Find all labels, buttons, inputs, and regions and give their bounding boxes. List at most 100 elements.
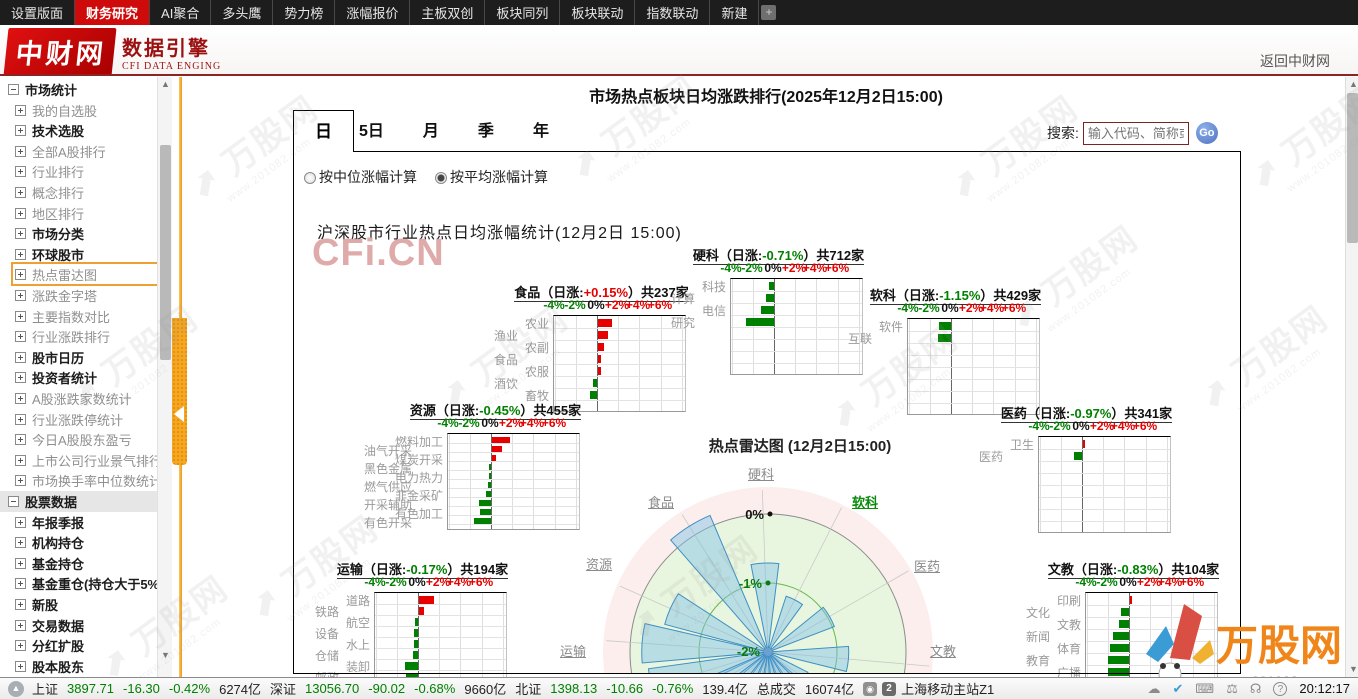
server-name[interactable]: 上海移动主站Z1 (901, 682, 995, 697)
expand-plus-icon[interactable] (15, 166, 26, 178)
scale-icon[interactable]: ⚖ (1226, 680, 1238, 696)
radio-off-icon[interactable] (304, 172, 316, 184)
nav-item-6[interactable]: 主板双创 (410, 0, 486, 25)
nav-item-1[interactable]: 财务研究 (75, 0, 151, 25)
nav-item-0[interactable]: 设置版面 (0, 0, 76, 25)
sidebar-item-1-3[interactable]: 基金重仓(持仓大于5%) (0, 573, 157, 594)
tab-year[interactable]: 年 (532, 123, 549, 140)
expand-plus-icon[interactable] (15, 454, 26, 466)
sidebar-scrollbar[interactable]: ▲ ▼ (157, 77, 172, 677)
new-tab-plus-icon[interactable]: + (761, 5, 777, 20)
sidebar-item-0-3[interactable]: 行业排行 (0, 161, 157, 182)
expand-plus-icon[interactable] (15, 125, 26, 137)
radar-sector-label-文教[interactable]: 文教 (930, 644, 957, 659)
expand-plus-icon[interactable] (15, 619, 26, 631)
sidebar-item-1-1[interactable]: 机构持仓 (0, 532, 157, 553)
nav-item-4[interactable]: 势力榜 (273, 0, 336, 25)
nav-item-7[interactable]: 板块同列 (485, 0, 561, 25)
sidebar-section-0[interactable]: 市场统计 (0, 79, 157, 100)
expand-plus-icon[interactable] (15, 640, 26, 652)
expand-plus-icon[interactable] (15, 578, 26, 590)
expand-plus-icon[interactable] (15, 660, 26, 672)
expand-plus-icon[interactable] (15, 228, 26, 240)
sidebar-section-1[interactable]: 股票数据 (0, 491, 157, 512)
expand-plus-icon[interactable] (15, 207, 26, 219)
sidebar-item-1-6[interactable]: 分红扩股 (0, 635, 157, 656)
sidebar-item-0-13[interactable]: 投资者统计 (0, 367, 157, 388)
sidebar-item-0-18[interactable]: 市场换手率中位数统计 (0, 470, 157, 491)
sidebar-item-1-7[interactable]: 股本股东 (0, 656, 157, 677)
sidebar-item-0-8[interactable]: 热点雷达图 (0, 262, 157, 287)
expand-plus-icon[interactable] (15, 372, 26, 384)
radar-sector-label-医药[interactable]: 医药 (914, 559, 941, 574)
radar-sector-label-运输[interactable]: 运输 (560, 644, 587, 659)
sidebar-item-0-6[interactable]: 市场分类 (0, 223, 157, 244)
expand-plus-icon[interactable] (15, 310, 26, 322)
sidebar-item-1-2[interactable]: 基金持仓 (0, 553, 157, 574)
sidebar-item-1-0[interactable]: 年报季报 (0, 512, 157, 533)
sidebar-item-0-2[interactable]: 全部A股排行 (0, 141, 157, 162)
sidebar-item-0-10[interactable]: 主要指数对比 (0, 306, 157, 327)
search-go-button[interactable]: Go (1195, 122, 1218, 144)
tab-5day[interactable]: 5日 (359, 123, 384, 140)
scroll-up-icon[interactable]: ▲ (161, 79, 170, 89)
scrollbar-thumb[interactable] (160, 145, 171, 360)
radar-sector-label-资源[interactable]: 资源 (586, 557, 613, 572)
collapse-minus-icon[interactable] (8, 84, 19, 95)
sidebar-item-0-16[interactable]: 今日A股股东盈亏 (0, 429, 157, 450)
tab-day[interactable]: 日 (293, 110, 354, 152)
expand-plus-icon[interactable] (15, 516, 26, 528)
expand-plus-icon[interactable] (15, 104, 26, 116)
sidebar-item-0-0[interactable]: 我的自选股 (0, 100, 157, 121)
collapse-minus-icon[interactable] (8, 496, 19, 507)
help-icon[interactable]: ? (1273, 681, 1288, 696)
nav-item-3[interactable]: 多头鹰 (211, 0, 274, 25)
scroll-down-icon[interactable]: ▼ (1349, 664, 1358, 674)
nav-item-2[interactable]: AI聚合 (150, 0, 212, 25)
sidebar-item-0-15[interactable]: 行业涨跌停统计 (0, 409, 157, 430)
scrollbar-thumb[interactable] (1347, 93, 1358, 243)
antenna-icon[interactable]: ☊ (1249, 680, 1262, 696)
expand-plus-icon[interactable] (15, 599, 26, 610)
expand-plus-icon[interactable] (15, 537, 26, 549)
expand-plus-icon[interactable] (15, 187, 26, 198)
radio-average[interactable]: 按平均涨幅计算 (435, 167, 548, 187)
nav-item-9[interactable]: 指数联动 (635, 0, 711, 25)
sidebar-item-0-12[interactable]: 股市日历 (0, 347, 157, 368)
sidebar-item-0-14[interactable]: A股涨跌家数统计 (0, 388, 157, 409)
sidebar-item-0-1[interactable]: 技术选股 (0, 120, 157, 141)
sidebar-item-0-17[interactable]: 上市公司行业景气排行榜 (0, 450, 157, 471)
page-scrollbar[interactable]: ▲ ▼ (1345, 77, 1358, 677)
sidebar-item-0-11[interactable]: 行业涨跌排行 (0, 326, 157, 347)
sidebar-item-0-4[interactable]: 概念排行 (0, 182, 157, 203)
sidebar-item-0-5[interactable]: 地区排行 (0, 203, 157, 224)
scroll-up-icon[interactable]: ▲ (1349, 79, 1358, 89)
expand-plus-icon[interactable] (15, 475, 26, 487)
expand-plus-icon[interactable] (15, 434, 26, 446)
record-icon[interactable]: ◉ (863, 681, 878, 696)
expand-plus-icon[interactable] (15, 269, 26, 281)
cloud-icon[interactable]: ☁ (1147, 680, 1161, 696)
tab-quarter[interactable]: 季 (477, 123, 494, 140)
back-to-site-link[interactable]: 返回中财网 (1260, 53, 1330, 69)
radar-sector-label-硬科[interactable]: 硬科 (748, 467, 775, 482)
expand-plus-icon[interactable] (15, 248, 26, 260)
scroll-down-icon[interactable]: ▼ (161, 650, 170, 660)
radio-median[interactable]: 按中位涨幅计算 (304, 167, 417, 187)
badge-2[interactable]: 2 (882, 681, 897, 696)
expand-plus-icon[interactable] (15, 393, 26, 404)
nav-item-5[interactable]: 涨幅报价 (335, 0, 411, 25)
expand-plus-icon[interactable] (15, 331, 26, 343)
sidebar-item-0-9[interactable]: 涨跌金字塔 (0, 285, 157, 306)
nav-item-8[interactable]: 板块联动 (560, 0, 636, 25)
keyboard-icon[interactable]: ⌨ (1195, 680, 1215, 696)
splitter-collapse-handle[interactable] (172, 318, 187, 465)
sidebar-splitter[interactable] (172, 77, 187, 677)
sidebar-item-1-4[interactable]: 新股 (0, 594, 157, 615)
expand-plus-icon[interactable] (15, 145, 26, 157)
expand-plus-icon[interactable] (15, 290, 26, 301)
tab-month[interactable]: 月 (422, 123, 439, 140)
sidebar-item-0-7[interactable]: 环球股市 (0, 244, 157, 265)
sidebar-item-1-5[interactable]: 交易数据 (0, 615, 157, 636)
expand-plus-icon[interactable] (15, 413, 26, 425)
